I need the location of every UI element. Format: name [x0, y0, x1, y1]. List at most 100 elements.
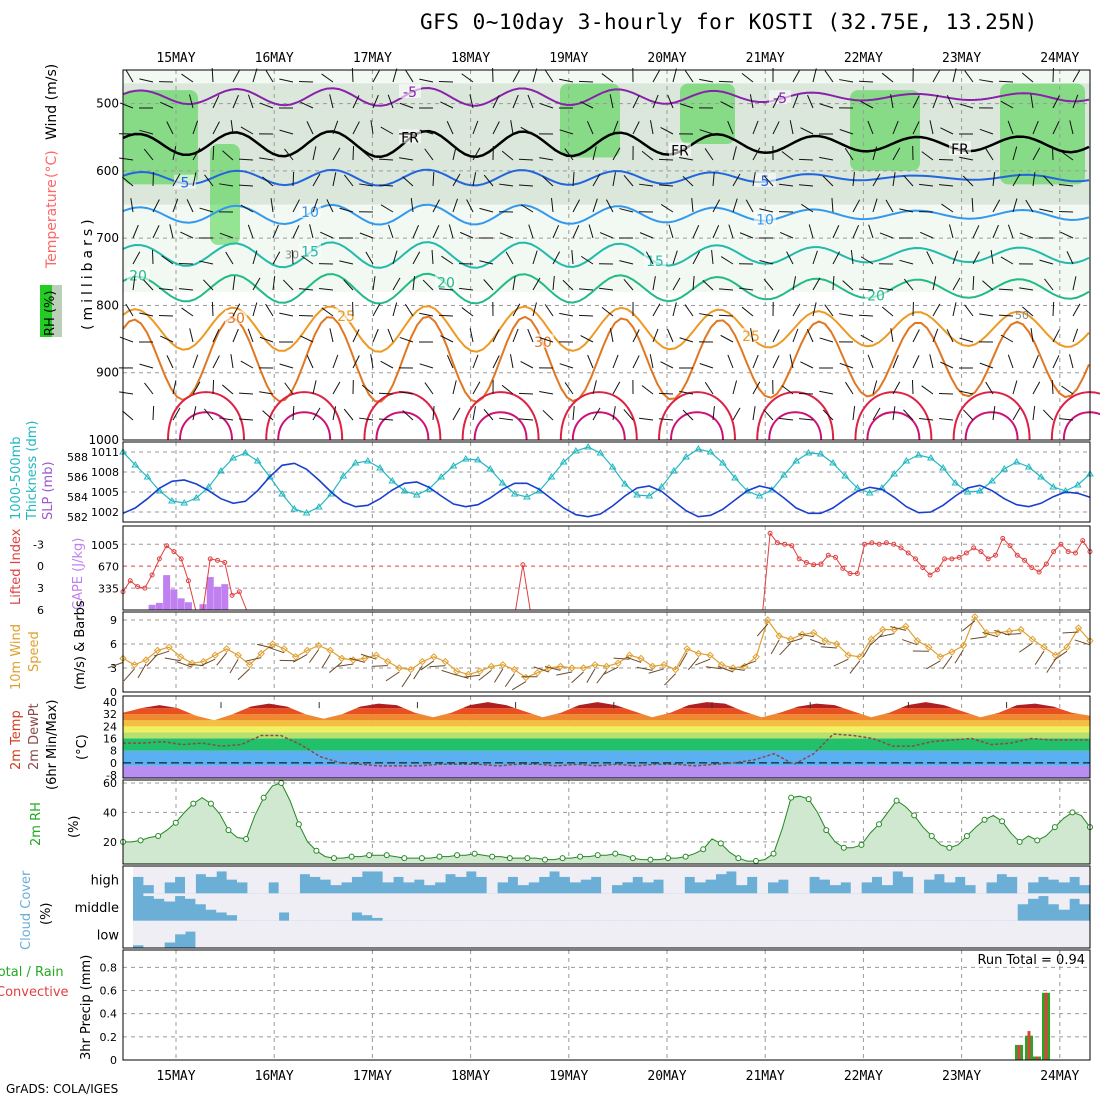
cloud-gap-low	[684, 920, 696, 948]
wind-barb	[252, 302, 258, 317]
date-label-bottom: 16MAY	[255, 1069, 294, 1084]
wind-barb	[799, 184, 814, 187]
wind-barb	[885, 199, 894, 213]
thickness-point	[1012, 458, 1021, 465]
contour-label-bg	[769, 90, 791, 105]
wind-barb	[946, 95, 954, 109]
cloud-gap-high	[850, 866, 862, 894]
wind-speed-point	[257, 649, 265, 658]
wind-barb-10m	[849, 660, 861, 674]
rh2m-panel-frame	[122, 779, 1091, 865]
wind-barb	[539, 337, 554, 343]
wind-barb	[806, 329, 814, 343]
cloud-gap-low	[268, 920, 280, 948]
cloud-gap-high	[216, 866, 228, 872]
wind-speed-point	[395, 664, 403, 672]
rh2m-point	[383, 852, 390, 859]
wind-barb	[682, 175, 694, 187]
wind-barb	[660, 204, 674, 213]
wind-barb	[781, 385, 794, 395]
wind-barb	[632, 355, 640, 369]
wind-barb	[446, 121, 454, 135]
thickness-point	[926, 454, 935, 461]
cloud-gap-middle	[975, 893, 987, 921]
wind-barb	[259, 102, 274, 109]
pressure-tick-label: 900	[96, 366, 119, 380]
cloud-gap-high	[382, 866, 394, 883]
lifted-index-point	[825, 552, 831, 558]
wind-barb	[659, 184, 674, 187]
thickness-point	[278, 490, 287, 497]
cloud-gap-middle	[424, 893, 436, 921]
wind-barb	[332, 406, 337, 421]
cloud-gap-middle	[507, 893, 519, 921]
wind-barb	[852, 224, 860, 239]
wind-barb	[867, 354, 874, 369]
rh2m-point	[436, 853, 443, 860]
wind-barb	[505, 251, 514, 265]
rh2m-unit-label: (%)	[67, 816, 82, 839]
slp-axis-label: SLP (mb)	[41, 461, 56, 520]
precip-convective-bar	[1044, 992, 1048, 1060]
wind-speed-point	[614, 659, 622, 667]
cloud-gap-middle	[881, 893, 893, 921]
cloud-gap-high	[965, 866, 977, 886]
cloud-gap-high	[455, 866, 467, 877]
wind-barb	[852, 199, 861, 213]
lifted-index-point	[847, 570, 853, 576]
cloud-gap-high	[1037, 866, 1049, 877]
cloud-gap-high	[330, 866, 342, 886]
wind-barb	[306, 355, 314, 369]
wind-barb	[492, 121, 500, 135]
cloud-gap-middle	[798, 893, 810, 921]
cloud-gap-middle	[913, 893, 925, 921]
wind-barb	[1052, 329, 1060, 343]
wind-barb	[572, 406, 575, 421]
wind-barb	[199, 260, 214, 265]
wind-barb-10m	[613, 657, 630, 660]
rh2m-point	[541, 856, 548, 863]
date-label-bottom: 15MAY	[156, 1069, 195, 1084]
lifted-index-point	[913, 556, 919, 562]
contour-label-bg	[435, 274, 457, 289]
cloud-gap-low	[455, 920, 467, 948]
wind-speed-point	[268, 640, 277, 648]
cloud-gap-high	[767, 866, 779, 883]
wind-barb	[509, 354, 514, 369]
rh2m-point	[840, 844, 847, 851]
wind-barb	[372, 94, 379, 109]
wind-barb	[752, 406, 756, 421]
temperature-color-band	[123, 720, 1090, 727]
wind-barb	[279, 312, 294, 317]
wind-speed-point	[579, 664, 588, 672]
date-label-top: 19MAY	[549, 51, 588, 66]
cloud-gap-low	[725, 920, 737, 948]
cloud-gap-low	[871, 920, 883, 948]
wind-barb	[219, 183, 234, 187]
wind-barb-10m	[123, 668, 135, 682]
wind-barb	[564, 382, 574, 395]
cloud-gap-middle	[465, 893, 477, 921]
wind-barb	[169, 224, 174, 239]
temperature-contour-label: 10	[301, 205, 319, 221]
wind-barb	[990, 250, 994, 265]
wind-barb	[432, 406, 435, 421]
thickness-point	[168, 497, 176, 504]
wind-barb-10m	[556, 671, 573, 676]
wind-barb	[259, 391, 274, 395]
wind-barb	[402, 410, 414, 421]
wind-barb	[839, 129, 854, 135]
wind-barb	[842, 280, 854, 291]
wind-barb	[881, 72, 894, 83]
cloud-gap-high	[871, 866, 883, 877]
rh2m-point	[752, 858, 759, 865]
wind-barb	[892, 120, 899, 135]
wind-barb	[632, 329, 640, 343]
cloud-gap-low	[673, 920, 685, 948]
wind-barb	[279, 363, 294, 369]
cloud-gap-high	[1048, 866, 1060, 880]
thickness-point	[388, 477, 397, 484]
wind-barb	[881, 306, 894, 317]
wind-speed-point	[729, 664, 737, 672]
thickness-tick-label: 584	[67, 491, 88, 504]
